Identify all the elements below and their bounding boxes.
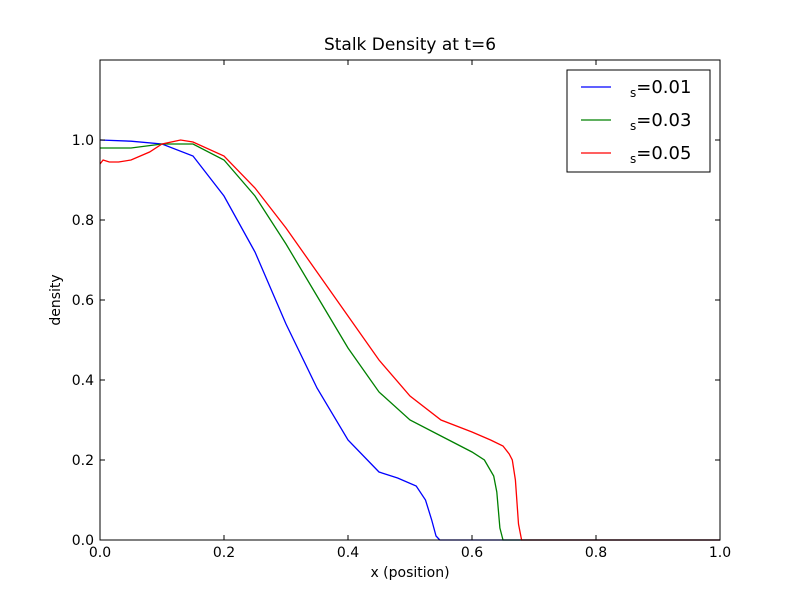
y-tick-label: 0.2 [72,453,94,469]
legend-subscript: s [630,119,636,133]
x-tick-label: 1.0 [709,545,731,561]
legend-subscript: s [630,86,636,100]
x-tick-label: 0.2 [213,545,235,561]
legend-subscript: s [630,152,636,166]
x-tick-label: 0.8 [585,545,607,561]
x-axis-label: x (position) [370,565,449,581]
x-tick-label: 0.4 [337,545,359,561]
x-tick-label: 0.0 [89,545,111,561]
legend-label-2: s=0.03 [630,110,691,133]
y-tick-label: 0.6 [72,293,94,309]
y-tick-label: 0.0 [72,533,94,549]
legend-label-1: s=0.01 [630,77,691,100]
series-line-3 [99,139,720,541]
y-tick-label: 0.4 [72,373,94,389]
legend-value: =0.05 [636,143,691,164]
y-tick-label: 0.8 [72,213,94,229]
legend-label-3: s=0.05 [630,143,691,166]
y-tick-label: 1.0 [72,133,94,149]
legend-value: =0.01 [636,77,691,98]
legend-value: =0.03 [636,110,691,131]
legend: s=0.01s=0.03s=0.05 [566,69,711,173]
chart-title: Stalk Density at t=6 [324,35,496,55]
series-line-2 [100,143,720,541]
plot-area: 0.0 0.2 0.4 0.6 0.8 1.0 0.0 0.2 0.4 0.6 0.8 1.0 [72,59,731,561]
x-tick-label: 0.6 [461,545,483,561]
y-axis-label: density [48,274,64,325]
